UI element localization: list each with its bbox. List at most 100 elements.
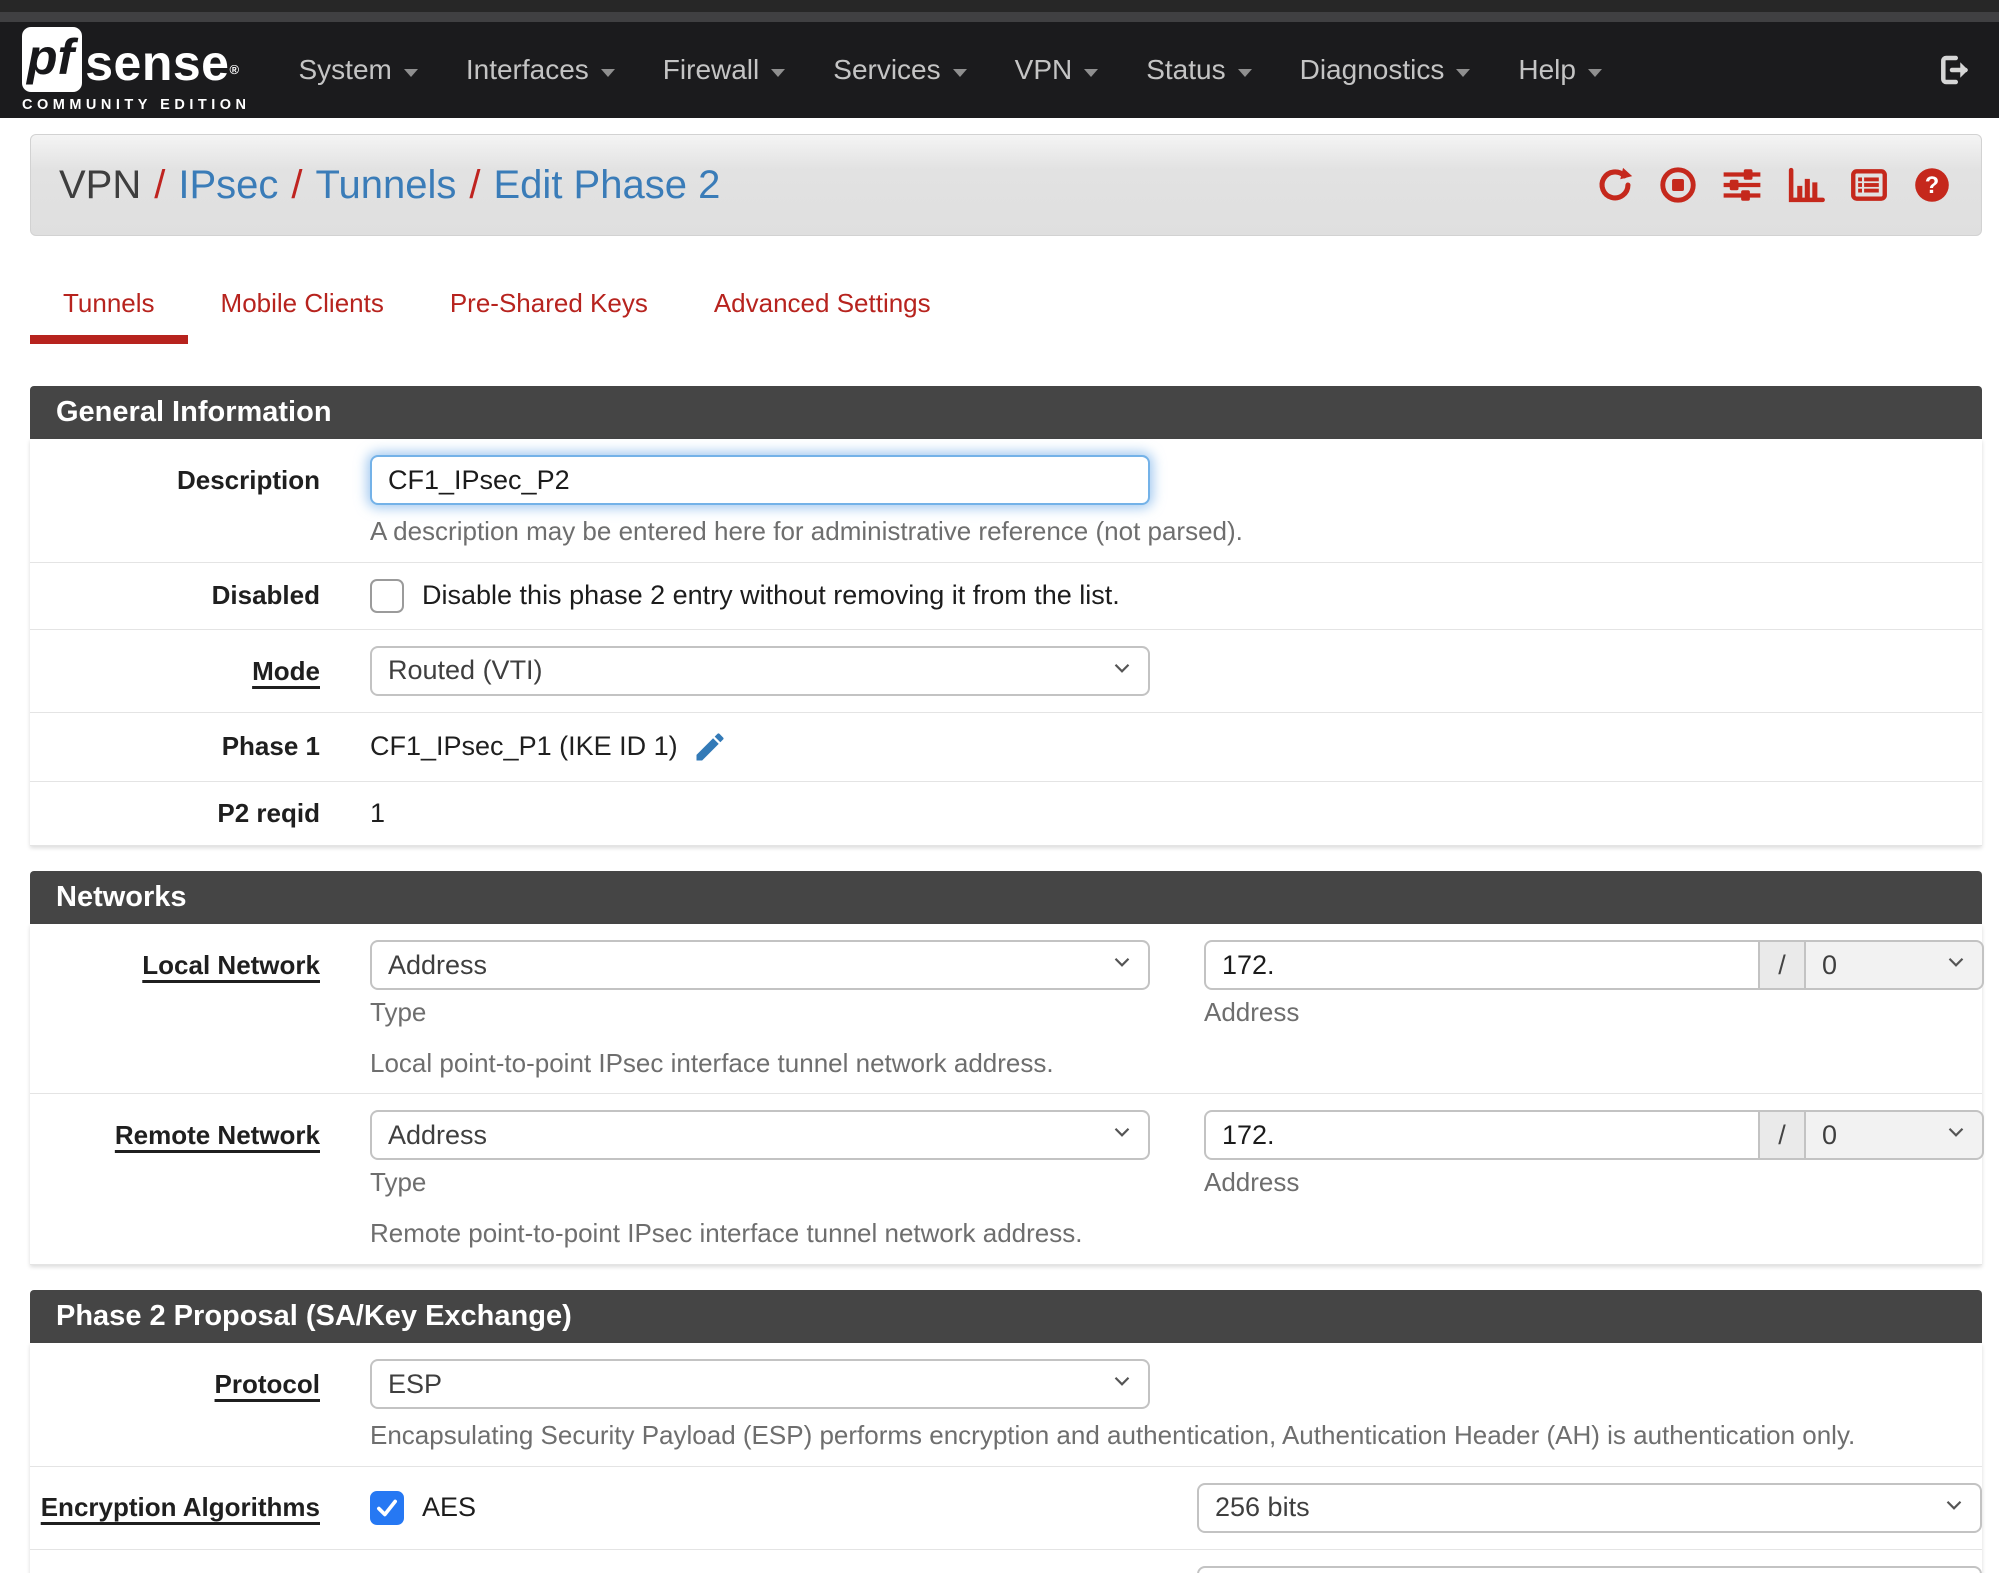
remote-network-type-select[interactable]: Address xyxy=(370,1110,1150,1161)
tab-advanced-settings[interactable]: Advanced Settings xyxy=(713,288,931,318)
tab-mobile-clients[interactable]: Mobile Clients xyxy=(220,288,384,318)
sign-out-icon[interactable] xyxy=(1937,52,1973,88)
mode-select[interactable]: Routed (VTI) xyxy=(370,645,1150,696)
chevron-down-icon xyxy=(1587,68,1602,77)
log-icon[interactable] xyxy=(1848,164,1890,206)
row-p2reqid: P2 reqid 1 xyxy=(30,782,1982,846)
tab-tunnels[interactable]: Tunnels xyxy=(30,288,188,344)
local-address-input[interactable] xyxy=(1222,949,1742,981)
page-action-icons: ? xyxy=(1594,164,1953,206)
aes-checkbox-label: AES xyxy=(422,1492,477,1523)
protocol-help: Encapsulating Security Payload (ESP) per… xyxy=(370,1420,1856,1450)
panel-phase2-proposal: Phase 2 Proposal (SA/Key Exchange) Proto… xyxy=(30,1289,1982,1573)
remote-mask-select[interactable]: 0 xyxy=(1806,1110,1984,1161)
panel-title: Phase 2 Proposal (SA/Key Exchange) xyxy=(30,1289,1982,1343)
pencil-icon[interactable] xyxy=(692,729,728,765)
section-tabs: Tunnels Mobile Clients Pre-Shared Keys A… xyxy=(30,288,1999,344)
chevron-down-icon xyxy=(1109,654,1135,687)
sliders-icon[interactable] xyxy=(1720,164,1764,206)
menu-item-status[interactable]: Status xyxy=(1146,54,1252,86)
pfsense-logo[interactable]: pf sense® COMMUNITY EDITION xyxy=(22,27,250,113)
row-phase1: Phase 1 CF1_IPsec_P1 (IKE ID 1) xyxy=(30,713,1982,782)
chevron-down-icon xyxy=(600,68,615,77)
chevron-down-icon xyxy=(1084,68,1099,77)
tab-pre-shared-keys[interactable]: Pre-Shared Keys xyxy=(449,288,648,318)
chevron-down-icon xyxy=(1109,1119,1135,1152)
menu-item-system[interactable]: System xyxy=(298,54,418,86)
breadcrumb-bar: VPN / IPsec / Tunnels / Edit Phase 2 ? xyxy=(30,134,1982,236)
row-encryption-aes: Encryption Algorithms AES 256 bits xyxy=(30,1467,1982,1550)
refresh-icon[interactable] xyxy=(1594,164,1636,206)
chevron-down-icon xyxy=(1237,68,1252,77)
breadcrumb-separator: / xyxy=(154,162,166,207)
description-input[interactable] xyxy=(388,464,1132,496)
remote-address-caption: Address xyxy=(1204,1167,1300,1198)
disabled-checkbox[interactable] xyxy=(370,578,404,613)
window-chrome-strip xyxy=(0,0,1999,12)
breadcrumb-link-edit-phase-2[interactable]: Edit Phase 2 xyxy=(493,162,721,207)
breadcrumb-current: VPN xyxy=(59,162,142,207)
row-encryption-aes128gcm: AES128-GCM Auto xyxy=(30,1550,1982,1573)
local-address-input-wrap xyxy=(1204,940,1760,991)
breadcrumb: VPN / IPsec / Tunnels / Edit Phase 2 xyxy=(59,163,720,208)
breadcrumb-link-tunnels[interactable]: Tunnels xyxy=(315,162,457,207)
menu-item-interfaces[interactable]: Interfaces xyxy=(466,54,615,86)
aes128gcm-keylen-select[interactable]: Auto xyxy=(1197,1565,1982,1573)
local-mask-select[interactable]: 0 xyxy=(1806,940,1984,991)
description-input-wrap xyxy=(370,455,1150,506)
menu-item-help[interactable]: Help xyxy=(1518,54,1602,86)
top-navbar: pf sense® COMMUNITY EDITION System Inter… xyxy=(0,22,1999,118)
local-network-help: Local point-to-point IPsec interface tun… xyxy=(370,1047,1054,1078)
chart-bar-icon[interactable] xyxy=(1785,164,1827,206)
menu-item-services[interactable]: Services xyxy=(833,54,967,86)
breadcrumb-separator: / xyxy=(469,162,481,207)
row-description: Description A description may be entered… xyxy=(30,439,1982,563)
remote-address-input[interactable] xyxy=(1222,1119,1742,1151)
cidr-slash-addon: / xyxy=(1760,940,1806,991)
remote-network-help: Remote point-to-point IPsec interface tu… xyxy=(370,1218,1083,1249)
protocol-select[interactable]: ESP xyxy=(370,1359,1150,1409)
chevron-down-icon xyxy=(1109,949,1135,982)
description-help: A description may be entered here for ad… xyxy=(370,516,1243,547)
remote-network-label: Remote Network xyxy=(114,1120,320,1151)
aes-checkbox[interactable] xyxy=(370,1490,404,1525)
chevron-down-icon xyxy=(1456,68,1471,77)
aes-keylen-select[interactable]: 256 bits xyxy=(1197,1482,1982,1533)
row-protocol: Protocol ESP Encapsulating Security Payl… xyxy=(30,1343,1982,1467)
main-menu: System Interfaces Firewall Services VPN … xyxy=(250,54,1602,86)
chevron-down-icon xyxy=(771,68,786,77)
row-mode: Mode Routed (VTI) xyxy=(30,630,1982,713)
row-remote-network: Remote Network Address Type Remote point… xyxy=(30,1094,1984,1265)
remote-type-caption: Type xyxy=(370,1167,427,1198)
logo-edition-text: COMMUNITY EDITION xyxy=(22,97,251,113)
remote-address-input-wrap xyxy=(1204,1110,1760,1161)
breadcrumb-link-ipsec[interactable]: IPsec xyxy=(178,162,279,207)
menu-item-diagnostics[interactable]: Diagnostics xyxy=(1300,54,1471,86)
description-label: Description xyxy=(176,465,320,496)
panel-general-information: General Information Description A descri… xyxy=(30,386,1982,846)
menu-item-vpn[interactable]: VPN xyxy=(1015,54,1099,86)
window-chrome-divider xyxy=(0,12,1999,22)
encryption-algorithms-label: Encryption Algorithms xyxy=(40,1492,320,1523)
svg-text:?: ? xyxy=(1925,173,1939,199)
p2reqid-value: 1 xyxy=(370,797,386,828)
stop-circle-icon[interactable] xyxy=(1657,164,1699,206)
menu-item-firewall[interactable]: Firewall xyxy=(663,54,786,86)
local-network-label: Local Network xyxy=(142,950,320,981)
help-icon[interactable]: ? xyxy=(1911,164,1953,206)
registered-mark: ® xyxy=(229,62,240,77)
local-network-type-select[interactable]: Address xyxy=(370,940,1150,991)
disabled-checkbox-label: Disable this phase 2 entry without remov… xyxy=(422,580,1120,611)
chevron-down-icon xyxy=(1109,1368,1135,1401)
chevron-down-icon xyxy=(1943,1119,1969,1152)
mode-label: Mode xyxy=(252,655,320,686)
chevron-down-icon xyxy=(1943,949,1969,982)
protocol-label: Protocol xyxy=(214,1369,320,1399)
panel-networks: Networks Local Network Address Type Loca… xyxy=(30,870,1984,1265)
logo-sense-text: sense® xyxy=(85,35,240,91)
panel-title: General Information xyxy=(30,386,1982,440)
disabled-label: Disabled xyxy=(211,580,320,611)
chevron-down-icon xyxy=(952,68,967,77)
cidr-slash-addon: / xyxy=(1760,1110,1806,1161)
